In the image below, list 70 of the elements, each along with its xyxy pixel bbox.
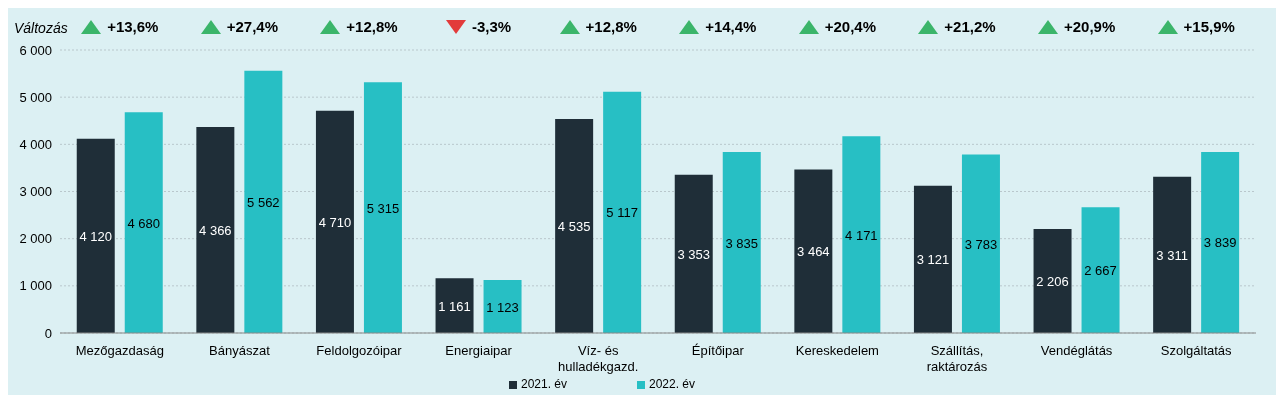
data-label: 3 121: [916, 252, 950, 268]
bar: [483, 280, 522, 333]
y-tick-label: 2 000: [19, 231, 52, 247]
bar: [794, 169, 833, 333]
text: +13,6%: [107, 18, 159, 35]
text: +12,8%: [346, 18, 398, 35]
data-label: 5 117: [606, 205, 638, 221]
text: -3,3%: [472, 18, 512, 35]
bar: [913, 185, 952, 333]
data-label: 3 783: [964, 236, 998, 252]
y-tick-label: 4 000: [19, 136, 52, 152]
text: Változás: [14, 20, 68, 36]
x-tick-label: Víz- és hulladékgazd.: [558, 343, 639, 374]
bar: [124, 112, 163, 333]
bar: [961, 154, 1000, 333]
x-tick-label: Kereskedelem: [795, 343, 879, 358]
x-tick-label: Vendéglátás: [1040, 343, 1113, 358]
x-tick-label: Szállítás, raktározás: [926, 343, 988, 374]
x-tick-label: Bányászat: [209, 343, 271, 358]
bar: [244, 70, 283, 333]
data-label: 1 123: [486, 299, 519, 315]
legend-label: 2021. év: [520, 377, 567, 391]
bar: [76, 138, 115, 333]
y-tick-label: 0: [44, 325, 52, 341]
y-tick-label: 1 000: [19, 278, 52, 294]
bar: [674, 174, 713, 333]
bar: [722, 152, 761, 333]
text: +15,9%: [1183, 18, 1235, 35]
x-tick-label: Energiaipar: [445, 343, 513, 358]
legend-label: 2022. év: [649, 377, 696, 391]
data-label: 4 366: [199, 223, 232, 239]
data-label: 3 464: [797, 244, 830, 260]
bar: [1201, 151, 1240, 333]
data-label: 4 171: [845, 227, 878, 243]
data-label: 3 839: [1203, 235, 1237, 251]
x-tick-label: Szolgáltatás: [1160, 343, 1233, 358]
data-label: 2 206: [1036, 273, 1069, 289]
data-label: 4 535: [557, 219, 591, 235]
bar: [555, 119, 594, 333]
x-tick-label: Feldolgozóipar: [316, 343, 403, 358]
data-label: 3 835: [725, 235, 759, 251]
data-label: 1 161: [438, 298, 471, 314]
y-tick-label: 5 000: [19, 89, 52, 105]
y-tick-label: 3 000: [19, 184, 52, 200]
y-tick-label: 6 000: [19, 42, 52, 58]
text: +20,4%: [824, 18, 877, 35]
data-label: 5 562: [247, 194, 280, 210]
bar: [315, 110, 354, 333]
x-tick-label: Építőipar: [691, 343, 745, 358]
data-label: 3 353: [677, 246, 711, 262]
text: +14,4%: [705, 18, 757, 35]
data-label: 4 680: [127, 215, 161, 231]
text: +27,4%: [226, 18, 279, 35]
data-label: 2 667: [1084, 263, 1117, 279]
text: +12,8%: [585, 18, 637, 35]
bar: [1081, 207, 1120, 333]
bar: [842, 136, 881, 333]
data-label: 5 315: [366, 200, 400, 216]
x-tick-label: Mezőgazdaság: [75, 343, 164, 358]
text: +21,2%: [944, 18, 996, 35]
data-label: 4 120: [79, 228, 113, 244]
bar: [435, 278, 474, 333]
text: +20,9%: [1063, 18, 1116, 35]
data-label: 3 311: [1156, 247, 1188, 263]
bar: [1033, 228, 1072, 333]
bar: [363, 82, 402, 333]
bar: [603, 91, 642, 333]
bar: [196, 127, 235, 333]
data-label: 4 710: [318, 214, 352, 230]
bar: [1153, 176, 1192, 333]
